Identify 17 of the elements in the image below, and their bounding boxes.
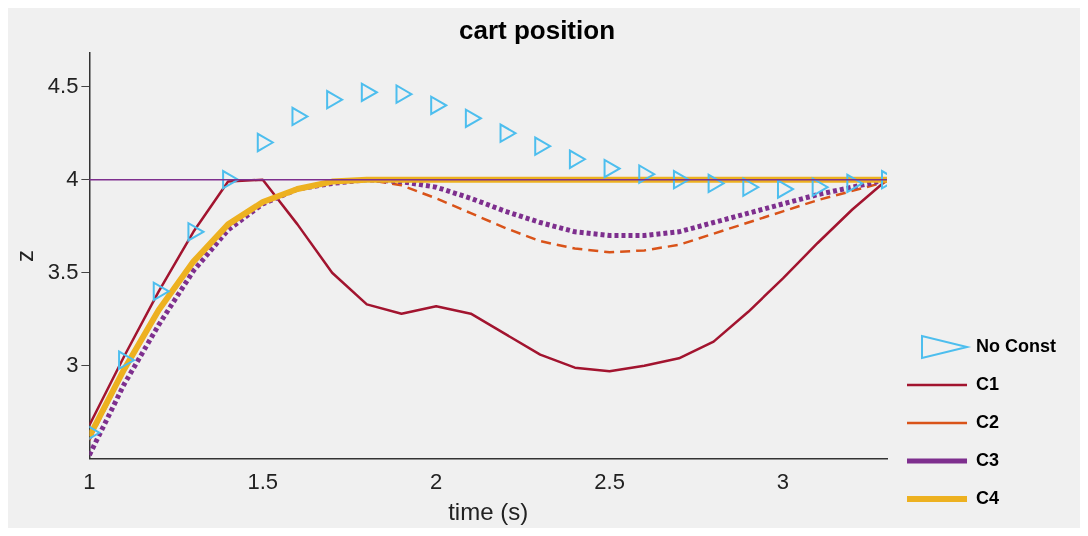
legend-label: No Const [976,335,1057,356]
y-tick-label: 4 [66,165,79,191]
x-tick-label: 1.5 [247,469,279,495]
x-tick-label: 2.5 [594,469,625,495]
chart-title: cart position [458,14,616,45]
x-tick-label: 1 [83,469,96,495]
y-tick-label: 3.5 [47,258,79,284]
x-axis-title: time (s) [448,498,529,526]
legend-label: C3 [976,449,1000,470]
y-tick-label: 3 [66,351,79,377]
x-tick-label: 2 [430,469,443,495]
y-axis-title: z [11,250,39,262]
x-tick-label: 3 [776,469,790,495]
legend-label: C4 [976,487,1000,508]
legend-label: C1 [976,373,1000,394]
y-tick-label: 4.5 [47,72,79,98]
legend-label: C2 [976,411,1000,432]
